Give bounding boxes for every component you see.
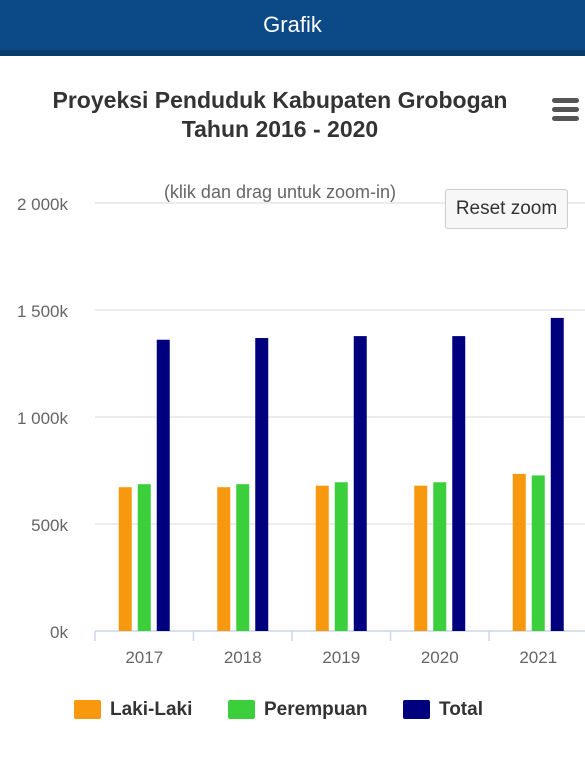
bar-perempuan-2018: [236, 484, 250, 631]
bar-laki-laki-2019: [315, 485, 329, 631]
x-tick-label: 2019: [322, 648, 360, 667]
legend-swatch-perempuan: [228, 700, 255, 719]
bar-perempuan-2020: [433, 482, 447, 631]
y-tick-label: 1 500k: [17, 302, 69, 321]
app-header: Grafik: [0, 0, 585, 56]
hamburger-menu-icon[interactable]: [550, 98, 580, 124]
header-shadow: [0, 50, 585, 56]
bar-laki-laki-2018: [217, 487, 231, 631]
bar-laki-laki-2021: [512, 473, 526, 631]
menu-bar-bottom: [552, 116, 579, 121]
y-tick-label: 1 000k: [17, 409, 69, 428]
bar-total-2021: [550, 317, 564, 631]
bar-perempuan-2021: [531, 475, 545, 631]
legend-label-total: Total: [439, 699, 483, 720]
menu-bar-top: [552, 98, 579, 103]
bar-laki-laki-2020: [414, 485, 428, 631]
x-tick-label: 2017: [125, 648, 163, 667]
menu-bar-middle: [552, 107, 579, 112]
x-tick-label: 2020: [421, 648, 459, 667]
y-tick-label: 2 000k: [17, 195, 69, 214]
bar-laki-laki-2017: [118, 487, 132, 631]
y-tick-label: 500k: [31, 516, 68, 535]
x-tick-label: 2021: [519, 648, 557, 667]
bar-total-2020: [452, 336, 466, 631]
bar-perempuan-2017: [137, 484, 151, 631]
legend: Laki-Laki Perempuan Total: [0, 698, 585, 724]
legend-swatch-laki-laki: [74, 700, 101, 719]
legend-swatch-total: [403, 700, 430, 719]
bar-total-2019: [353, 336, 367, 631]
bar-chart[interactable]: 0k 500k 1 000k 1 500k 2 000k 2017 2018 2019 2020…: [0, 0, 585, 690]
chart-title-line-1: Proyeksi Penduduk Kabupaten Grobogan: [52, 87, 508, 113]
y-tick-label: 0k: [50, 623, 68, 642]
zoom-hint: (klik dan drag untuk zoom-in): [163, 182, 397, 202]
x-tick-label: 2018: [224, 648, 262, 667]
header-title: Grafik: [263, 12, 322, 37]
reset-zoom-button[interactable]: Reset zoom: [445, 189, 568, 229]
chart-title: Proyeksi Penduduk Kabupaten Grobogan Tah…: [20, 86, 540, 144]
bar-perempuan-2019: [334, 482, 348, 631]
chart-title-line-2: Tahun 2016 - 2020: [181, 116, 379, 142]
bar-total-2017: [156, 339, 170, 631]
legend-label-perempuan: Perempuan: [264, 699, 368, 720]
bar-total-2018: [255, 338, 269, 631]
legend-label-laki-laki: Laki-Laki: [110, 699, 193, 720]
